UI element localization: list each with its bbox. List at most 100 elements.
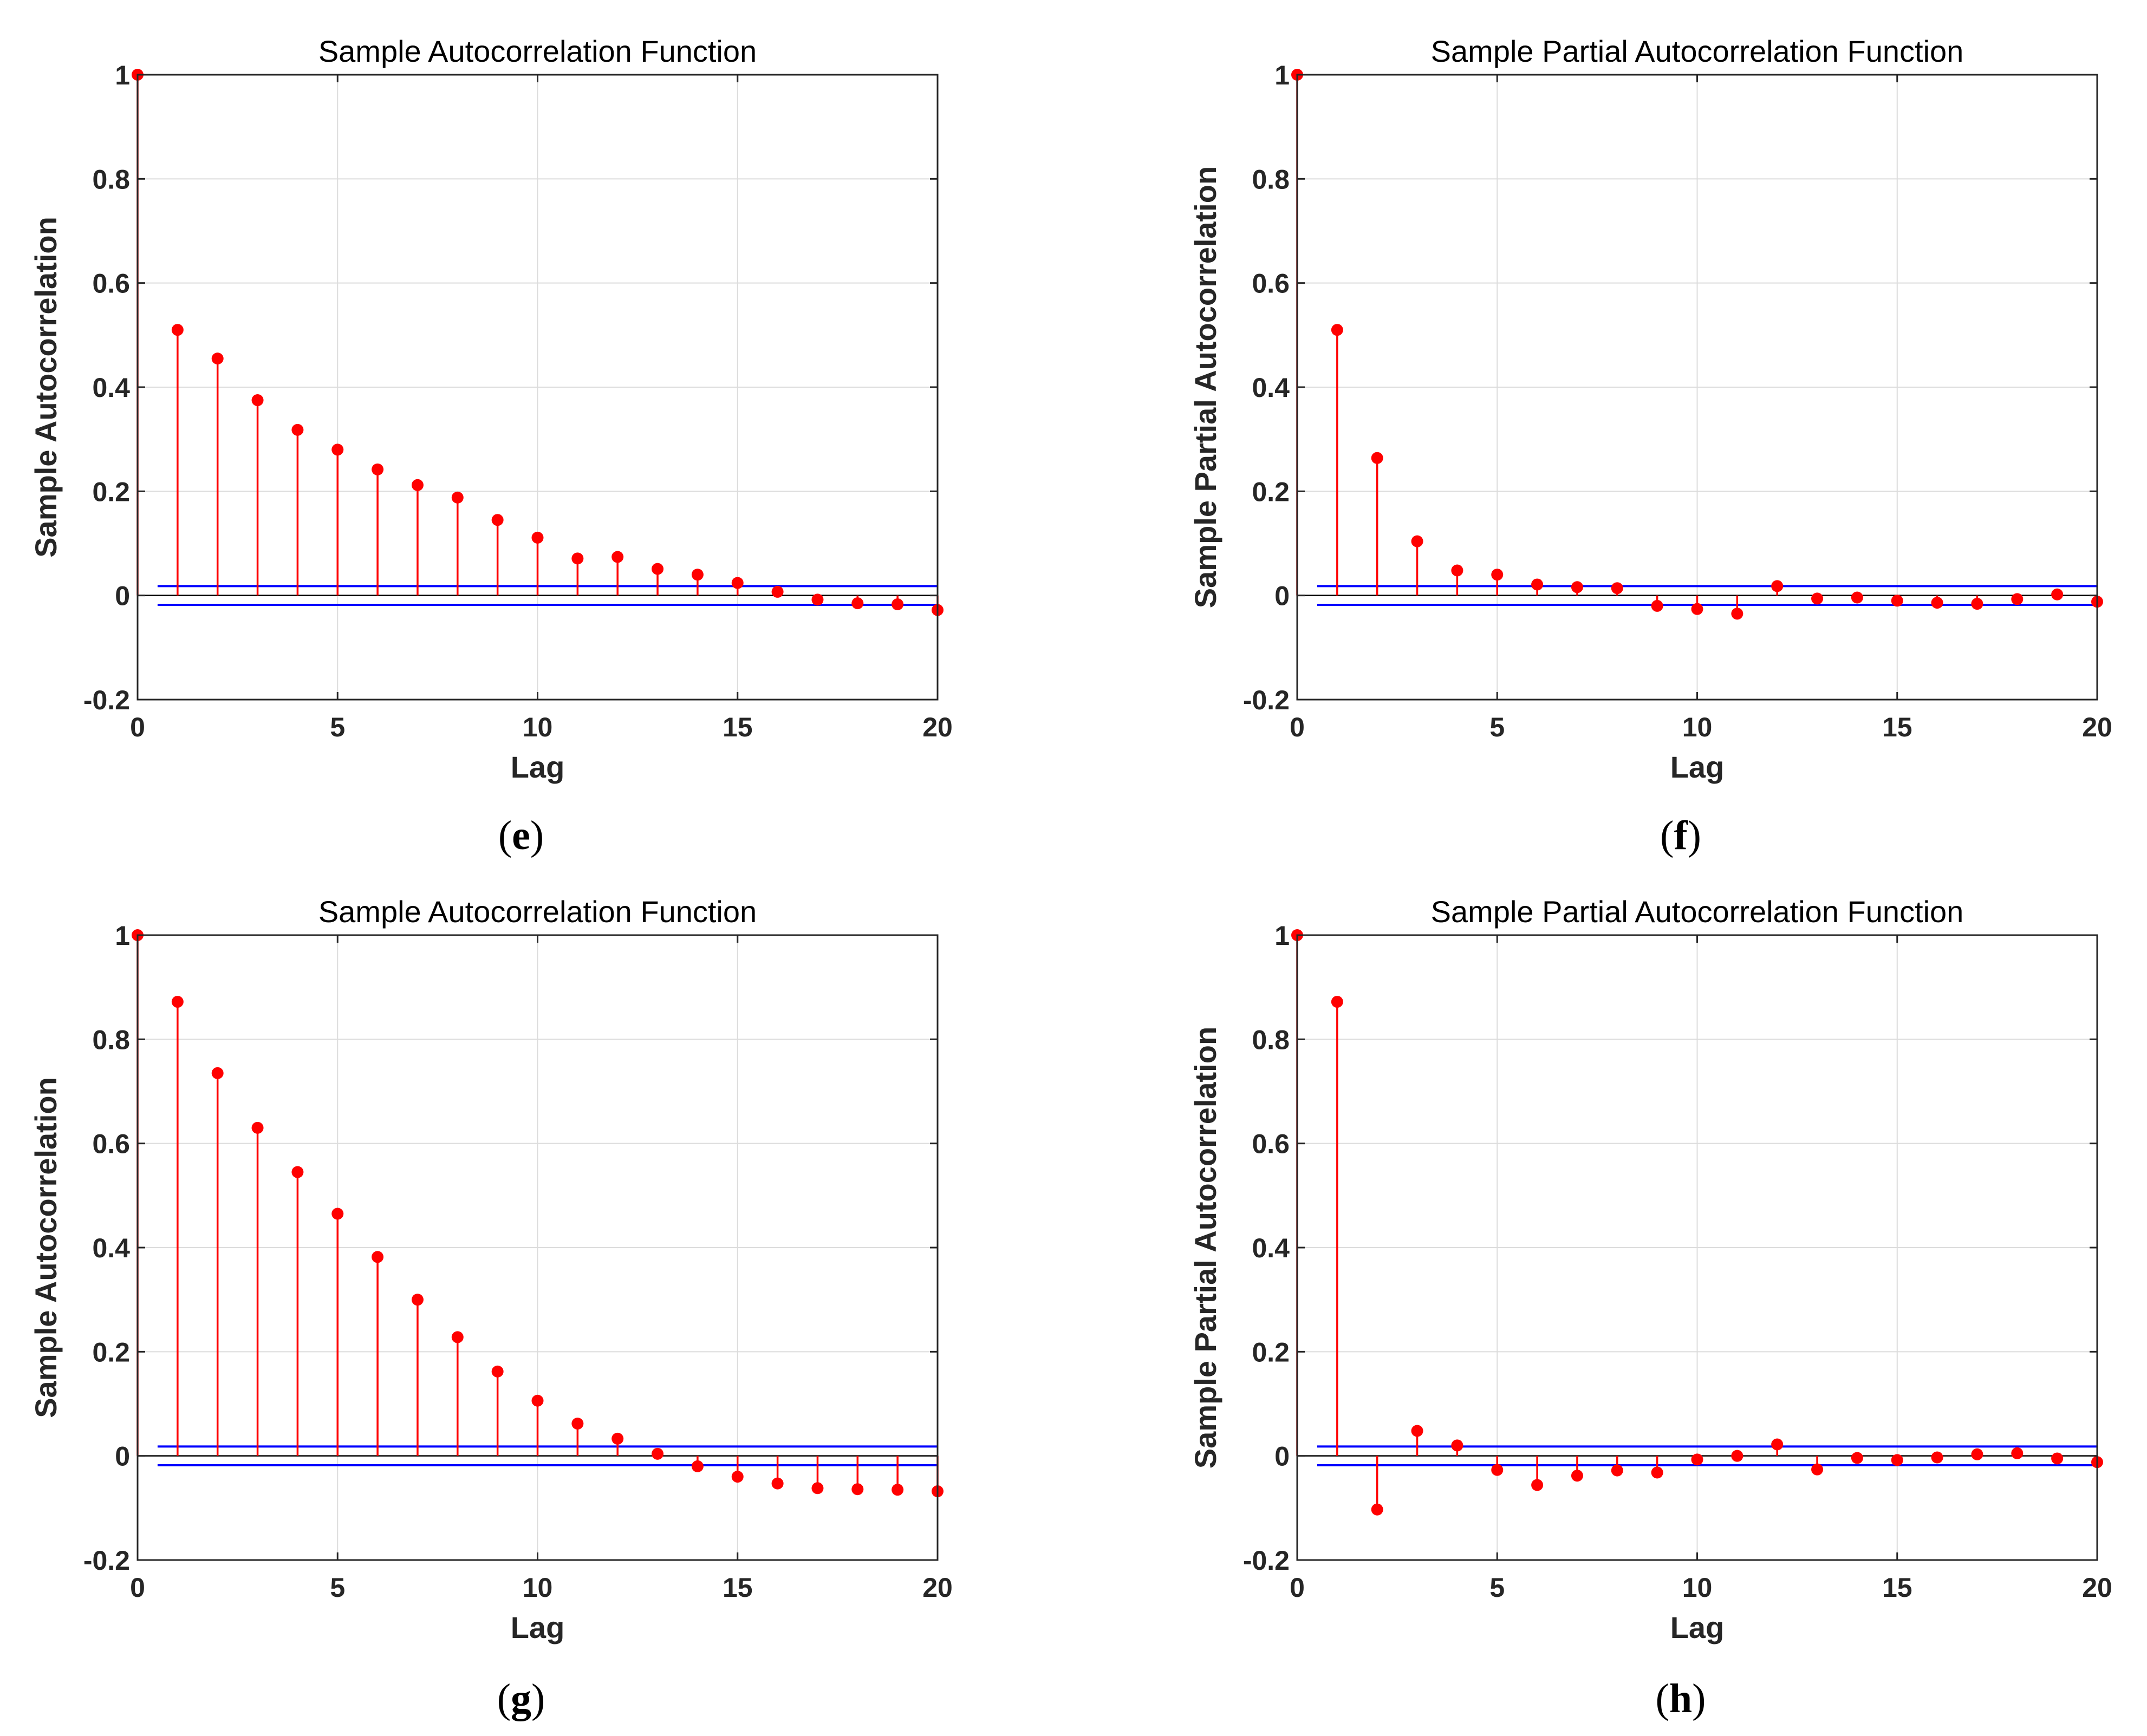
stem-marker [291, 423, 304, 436]
stem-marker [1371, 452, 1383, 464]
panel-label-letter: g [511, 1676, 531, 1721]
chart-title: Sample Partial Autocorrelation Function [1431, 34, 1964, 68]
x-tick-label: 0 [1290, 1572, 1305, 1603]
y-tick-label: 1 [1274, 60, 1290, 90]
stem-marker [1651, 599, 1663, 612]
y-tick-label: 0 [1274, 1441, 1290, 1472]
y-axis-label: Sample Partial Autocorrelation [1188, 166, 1222, 608]
stem-marker [811, 1482, 824, 1494]
stem-marker [1931, 597, 1943, 609]
x-axis-label: Lag [1670, 1610, 1725, 1644]
panel-label: (h) [1656, 1676, 1706, 1721]
x-tick-label: 20 [922, 1572, 953, 1603]
y-tick-label: 0.4 [92, 1233, 130, 1263]
stem-marker [171, 996, 184, 1008]
stem-marker [291, 1166, 304, 1178]
x-tick-label: 5 [330, 712, 345, 742]
stem-marker [1531, 1479, 1544, 1491]
stem-marker [531, 531, 544, 544]
y-tick-label: -0.2 [1243, 685, 1290, 715]
y-tick-label: 1 [1274, 921, 1290, 951]
stem-marker [1851, 1452, 1863, 1464]
stem-marker [771, 1477, 784, 1490]
stem-marker [1451, 564, 1463, 577]
panel-label-close: ) [1692, 1676, 1706, 1721]
stem-marker [491, 1365, 504, 1378]
stem-marker [531, 1394, 544, 1407]
stem-marker [171, 324, 184, 336]
x-tick-label: 15 [723, 1572, 753, 1603]
stem-marker [372, 463, 384, 475]
stem-marker [1811, 1463, 1824, 1476]
stem-marker [1971, 1448, 1983, 1460]
stem-marker [2011, 1447, 2024, 1459]
stem-marker [1571, 581, 1583, 593]
y-tick-label: 0.6 [1252, 1129, 1290, 1159]
stem-marker [1451, 1439, 1463, 1452]
x-tick-label: 5 [330, 1572, 345, 1603]
stem-marker [1371, 1503, 1383, 1516]
y-tick-label: 0.6 [92, 1129, 130, 1159]
stem-marker [771, 585, 784, 598]
stem-marker [1771, 580, 1784, 592]
y-tick-label: 0.2 [1252, 1337, 1290, 1367]
stem-marker [1331, 996, 1343, 1008]
stem-marker [1971, 598, 1983, 610]
y-tick-label: 0.4 [92, 373, 130, 403]
stem-marker [611, 1432, 624, 1445]
panel-label-open: ( [1660, 813, 1674, 858]
stem-marker [611, 551, 624, 563]
stem-marker [1651, 1466, 1663, 1479]
y-tick-label: 1 [115, 60, 130, 90]
x-tick-label: 5 [1489, 712, 1505, 742]
stem-marker [652, 1447, 664, 1460]
x-axis-label: Lag [1670, 750, 1725, 784]
chart-title: Sample Autocorrelation Function [318, 895, 757, 929]
x-tick-label: 0 [130, 712, 145, 742]
stem-marker [491, 514, 504, 526]
x-tick-label: 5 [1489, 1572, 1505, 1603]
stem-marker [1531, 578, 1544, 591]
stem-marker [2051, 1452, 2064, 1465]
stem-marker [451, 1331, 464, 1343]
panel-label-close: ) [1688, 813, 1701, 858]
stem-marker [1811, 592, 1824, 605]
y-tick-label: 1 [115, 921, 130, 951]
stem-marker [2011, 593, 2024, 605]
x-tick-label: 0 [130, 1572, 145, 1603]
x-tick-label: 10 [1682, 712, 1713, 742]
x-tick-label: 20 [922, 712, 953, 742]
stem-marker [1931, 1451, 1943, 1464]
stem-marker [571, 1418, 584, 1430]
stem-marker [1331, 324, 1343, 336]
stem-marker [731, 1471, 744, 1483]
panel-label: (e) [498, 813, 544, 858]
stem-marker [1731, 1450, 1743, 1462]
x-axis-label: Lag [511, 1610, 565, 1644]
stem-marker [652, 563, 664, 575]
y-tick-label: -0.2 [83, 1545, 130, 1576]
panel-label-letter: e [512, 813, 530, 858]
stem-marker [851, 597, 864, 610]
stem-marker [1731, 608, 1743, 620]
stem-marker [1411, 1425, 1423, 1437]
stem-marker [411, 479, 424, 491]
stem-marker [691, 1460, 704, 1472]
panel-label-close: ) [531, 1676, 545, 1721]
stem-marker [372, 1251, 384, 1263]
stem-marker [211, 353, 224, 365]
stem-marker [451, 491, 464, 504]
stem-marker [892, 598, 904, 611]
y-axis-label: Sample Partial Autocorrelation [1188, 1027, 1222, 1469]
x-tick-label: 20 [2082, 712, 2112, 742]
y-tick-label: 0.8 [92, 1024, 130, 1055]
y-tick-label: 0.4 [1252, 1233, 1290, 1263]
stem-marker [411, 1294, 424, 1306]
y-tick-label: 0 [115, 581, 130, 611]
stem-marker [1851, 591, 1863, 604]
panel-label: (f) [1660, 813, 1701, 858]
